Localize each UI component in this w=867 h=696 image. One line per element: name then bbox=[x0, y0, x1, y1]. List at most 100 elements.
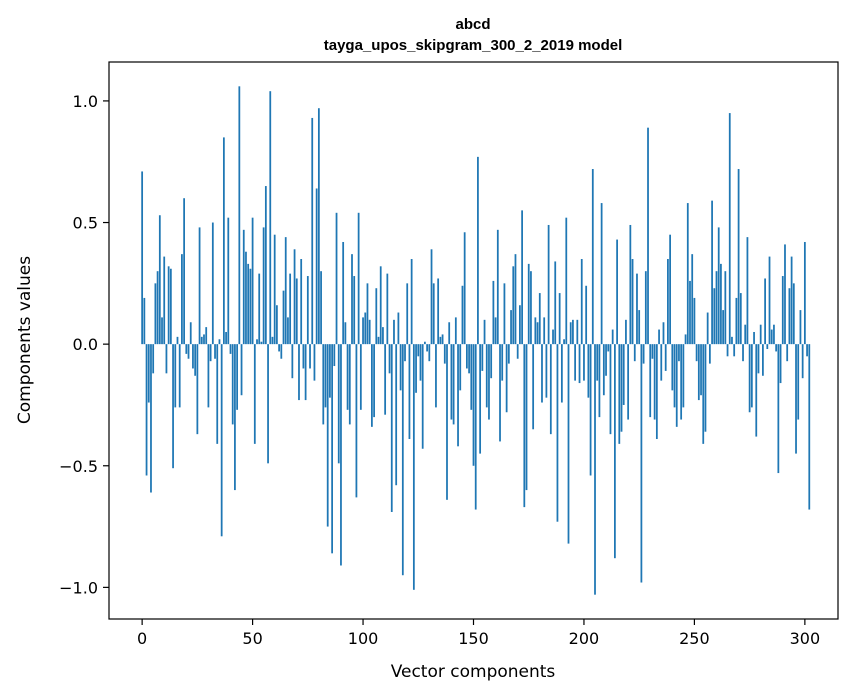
bar-33 bbox=[214, 344, 216, 359]
bar-180 bbox=[538, 293, 541, 345]
bar-145 bbox=[461, 285, 464, 345]
bar-266 bbox=[728, 113, 731, 345]
bar-20 bbox=[185, 344, 188, 354]
bar-216 bbox=[618, 344, 621, 444]
bar-168 bbox=[512, 266, 515, 345]
bar-246 bbox=[684, 334, 687, 345]
bar-289 bbox=[779, 344, 782, 384]
bar-65 bbox=[284, 237, 287, 345]
bar-206 bbox=[596, 344, 599, 381]
bar-211 bbox=[607, 344, 610, 352]
bar-86 bbox=[331, 344, 333, 554]
bar-248 bbox=[689, 280, 691, 345]
bar-191 bbox=[563, 339, 565, 345]
bar-196 bbox=[574, 344, 576, 381]
bar-285 bbox=[770, 329, 773, 345]
bar-223 bbox=[633, 344, 636, 362]
bar-88 bbox=[335, 212, 338, 345]
bar-103 bbox=[368, 319, 371, 345]
bar-157 bbox=[488, 344, 490, 420]
bar-134 bbox=[437, 278, 440, 345]
bar-243 bbox=[678, 344, 680, 362]
bar-1 bbox=[143, 297, 146, 345]
bar-172 bbox=[521, 210, 523, 345]
bar-214 bbox=[614, 344, 616, 559]
bar-114 bbox=[393, 319, 395, 345]
bars-group bbox=[141, 86, 811, 595]
bar-263 bbox=[722, 310, 725, 345]
bar-5 bbox=[152, 344, 155, 374]
bar-230 bbox=[649, 344, 652, 418]
bar-205 bbox=[594, 344, 596, 595]
bar-290 bbox=[781, 276, 784, 345]
bar-152 bbox=[477, 156, 479, 345]
bar-162 bbox=[499, 344, 501, 442]
bar-91 bbox=[342, 241, 345, 345]
bar-29 bbox=[205, 327, 208, 345]
bar-122 bbox=[410, 259, 413, 345]
bar-80 bbox=[317, 108, 320, 345]
bar-95 bbox=[351, 254, 353, 345]
bar-53 bbox=[258, 273, 261, 345]
bar-293 bbox=[788, 288, 791, 345]
bar-171 bbox=[519, 305, 521, 345]
bar-39 bbox=[227, 217, 230, 345]
bar-288 bbox=[777, 344, 780, 474]
bar-109 bbox=[382, 327, 384, 345]
bar-221 bbox=[629, 224, 632, 345]
bar-277 bbox=[753, 331, 755, 345]
bar-71 bbox=[298, 344, 300, 401]
bar-49 bbox=[249, 268, 252, 345]
bar-9 bbox=[161, 317, 163, 345]
bar-283 bbox=[766, 344, 769, 350]
bar-182 bbox=[543, 317, 546, 345]
bar-228 bbox=[644, 271, 647, 345]
bar-100 bbox=[362, 317, 364, 345]
bar-272 bbox=[742, 344, 744, 362]
x-tick-label: 150 bbox=[458, 629, 489, 648]
bar-149 bbox=[470, 344, 473, 410]
bar-238 bbox=[667, 259, 669, 345]
bar-38 bbox=[225, 331, 227, 345]
bar-225 bbox=[638, 310, 641, 345]
bar-210 bbox=[605, 344, 607, 376]
bar-236 bbox=[662, 322, 665, 345]
bar-258 bbox=[711, 200, 713, 345]
bar-2 bbox=[145, 344, 148, 476]
bar-203 bbox=[589, 344, 592, 476]
bar-96 bbox=[353, 276, 356, 345]
bar-125 bbox=[417, 344, 420, 357]
x-tick-label: 250 bbox=[679, 629, 710, 648]
bar-30 bbox=[207, 344, 210, 408]
bar-167 bbox=[510, 310, 512, 345]
bar-77 bbox=[311, 117, 314, 345]
bar-119 bbox=[404, 344, 406, 362]
bar-130 bbox=[428, 344, 431, 362]
bar-166 bbox=[507, 344, 510, 364]
bar-113 bbox=[390, 344, 393, 512]
x-axis-ticks: 0 50 100 150 200 250 300 bbox=[137, 619, 820, 648]
bar-193 bbox=[567, 344, 570, 544]
bar-235 bbox=[660, 344, 663, 381]
bar-117 bbox=[399, 344, 402, 391]
bar-63 bbox=[280, 344, 283, 359]
bar-58 bbox=[269, 91, 272, 345]
bar-198 bbox=[578, 344, 581, 384]
bar-73 bbox=[302, 344, 305, 369]
bar-174 bbox=[525, 344, 528, 491]
y-tick-label: 0.5 bbox=[73, 214, 98, 233]
bar-23 bbox=[192, 344, 194, 369]
bar-269 bbox=[735, 297, 738, 345]
bar-229 bbox=[647, 127, 649, 345]
bar-245 bbox=[682, 344, 685, 408]
bar-76 bbox=[309, 344, 311, 369]
bar-184 bbox=[547, 224, 550, 345]
bar-50 bbox=[251, 217, 254, 345]
bar-32 bbox=[211, 222, 214, 345]
bar-85 bbox=[329, 344, 331, 398]
bar-227 bbox=[642, 344, 645, 364]
bar-25 bbox=[196, 344, 199, 435]
bar-212 bbox=[609, 344, 612, 435]
bar-74 bbox=[304, 344, 307, 401]
bar-143 bbox=[457, 344, 459, 447]
